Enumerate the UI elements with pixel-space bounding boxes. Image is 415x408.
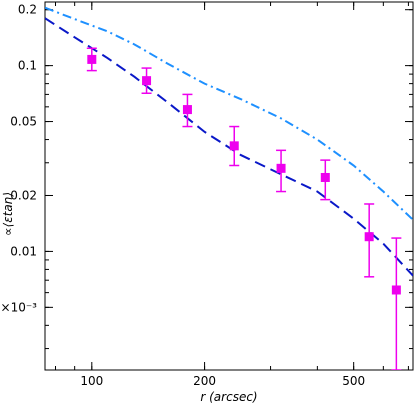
dashed-model-line	[45, 17, 413, 277]
x-axis-label: r (arcsec)	[200, 390, 257, 404]
x-tick-label: 200	[193, 374, 216, 388]
y-axis-label: ∝⟨εtan⟩	[1, 192, 15, 236]
data-point	[364, 232, 374, 242]
x-tick-label: 500	[342, 374, 365, 388]
data-point	[87, 54, 97, 64]
y-tick-label: 0.1	[18, 59, 37, 73]
series-layer	[45, 6, 413, 370]
y-tick-label: 0.2	[18, 3, 37, 17]
y-tick-label: 0.05	[10, 115, 37, 129]
y-tick-label: 0.01	[10, 244, 37, 258]
data-point	[320, 172, 330, 182]
dash-dot-model-line	[45, 6, 413, 221]
data-point	[391, 285, 401, 295]
data-point	[276, 163, 286, 173]
plot-area	[45, 6, 413, 370]
x-tick-label: 100	[80, 374, 103, 388]
data-point	[142, 76, 152, 86]
data-point	[229, 141, 239, 151]
ticks-layer: 100 200 500 0.2 0.1 0.05 0.02 0.01 5×10⁻³	[0, 2, 413, 388]
plot-frame	[44, 1, 414, 371]
y-tick-label: 5×10⁻³	[0, 300, 37, 314]
y-tick-label: 0.02	[10, 188, 37, 202]
data-point	[182, 105, 192, 115]
